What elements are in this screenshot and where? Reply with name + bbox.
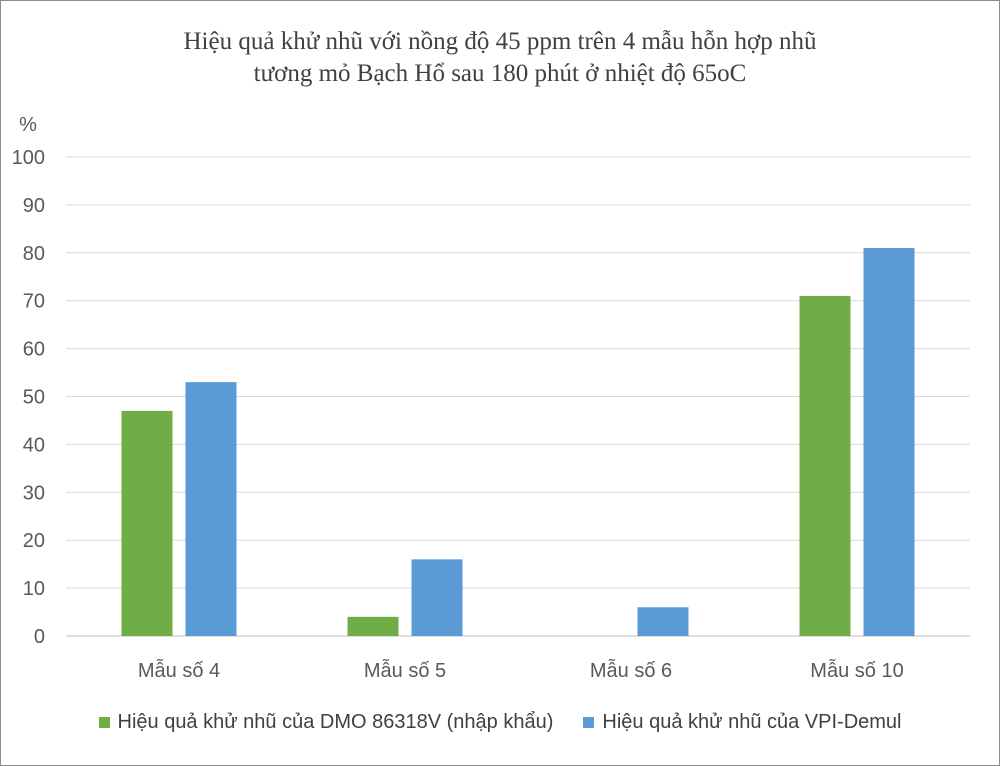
y-tick-label: 50 (23, 387, 45, 409)
legend: Hiệu quả khử nhũ của DMO 86318V (nhập kh… (0, 711, 1000, 734)
y-tick-label: 90 (23, 195, 45, 217)
y-tick-label: 40 (23, 434, 45, 456)
bar-2 (863, 248, 915, 636)
legend-swatch-series-2 (583, 717, 595, 728)
legend-label-series-2: Hiệu quả khử nhũ của VPI-Demul (602, 711, 902, 733)
x-tick-label: Mẫu số 4 (138, 659, 220, 682)
bar-2 (185, 382, 237, 636)
legend-label-series-1: Hiệu quả khử nhũ của DMO 86318V (nhập kh… (117, 711, 554, 733)
legend-swatch-series-1 (98, 717, 110, 728)
y-tick-label: 100 (12, 147, 45, 169)
bar-1 (121, 410, 173, 636)
y-tick-label: 30 (23, 482, 45, 504)
y-tick-label: 10 (23, 578, 45, 600)
x-tick-label: Mẫu số 6 (590, 659, 672, 682)
y-tick-label: 60 (23, 339, 45, 361)
y-axis-label: % (19, 114, 37, 136)
y-tick-label: 70 (23, 291, 45, 313)
x-tick-label: Mẫu số 10 (810, 659, 903, 682)
bar-2 (411, 559, 463, 636)
y-tick-label: 0 (34, 626, 45, 648)
legend-item-series-2: Hiệu quả khử nhũ của VPI-Demul (583, 711, 902, 734)
bar-2 (637, 607, 689, 636)
x-tick-label: Mẫu số 5 (364, 659, 446, 682)
chart-title-line-1: Hiệu quả khử nhũ với nồng độ 45 ppm trên… (183, 28, 817, 55)
legend-item-series-1: Hiệu quả khử nhũ của DMO 86318V (nhập kh… (98, 711, 554, 734)
y-tick-label: 80 (23, 243, 45, 265)
bar-1 (799, 295, 851, 636)
y-tick-label: 20 (23, 530, 45, 552)
chart-title-line-2: tương mỏ Bạch Hổ sau 180 phút ở nhiệt độ… (253, 60, 747, 87)
bar-1 (347, 616, 399, 636)
chart-title: Hiệu quả khử nhũ với nồng độ 45 ppm trên… (0, 26, 1000, 90)
